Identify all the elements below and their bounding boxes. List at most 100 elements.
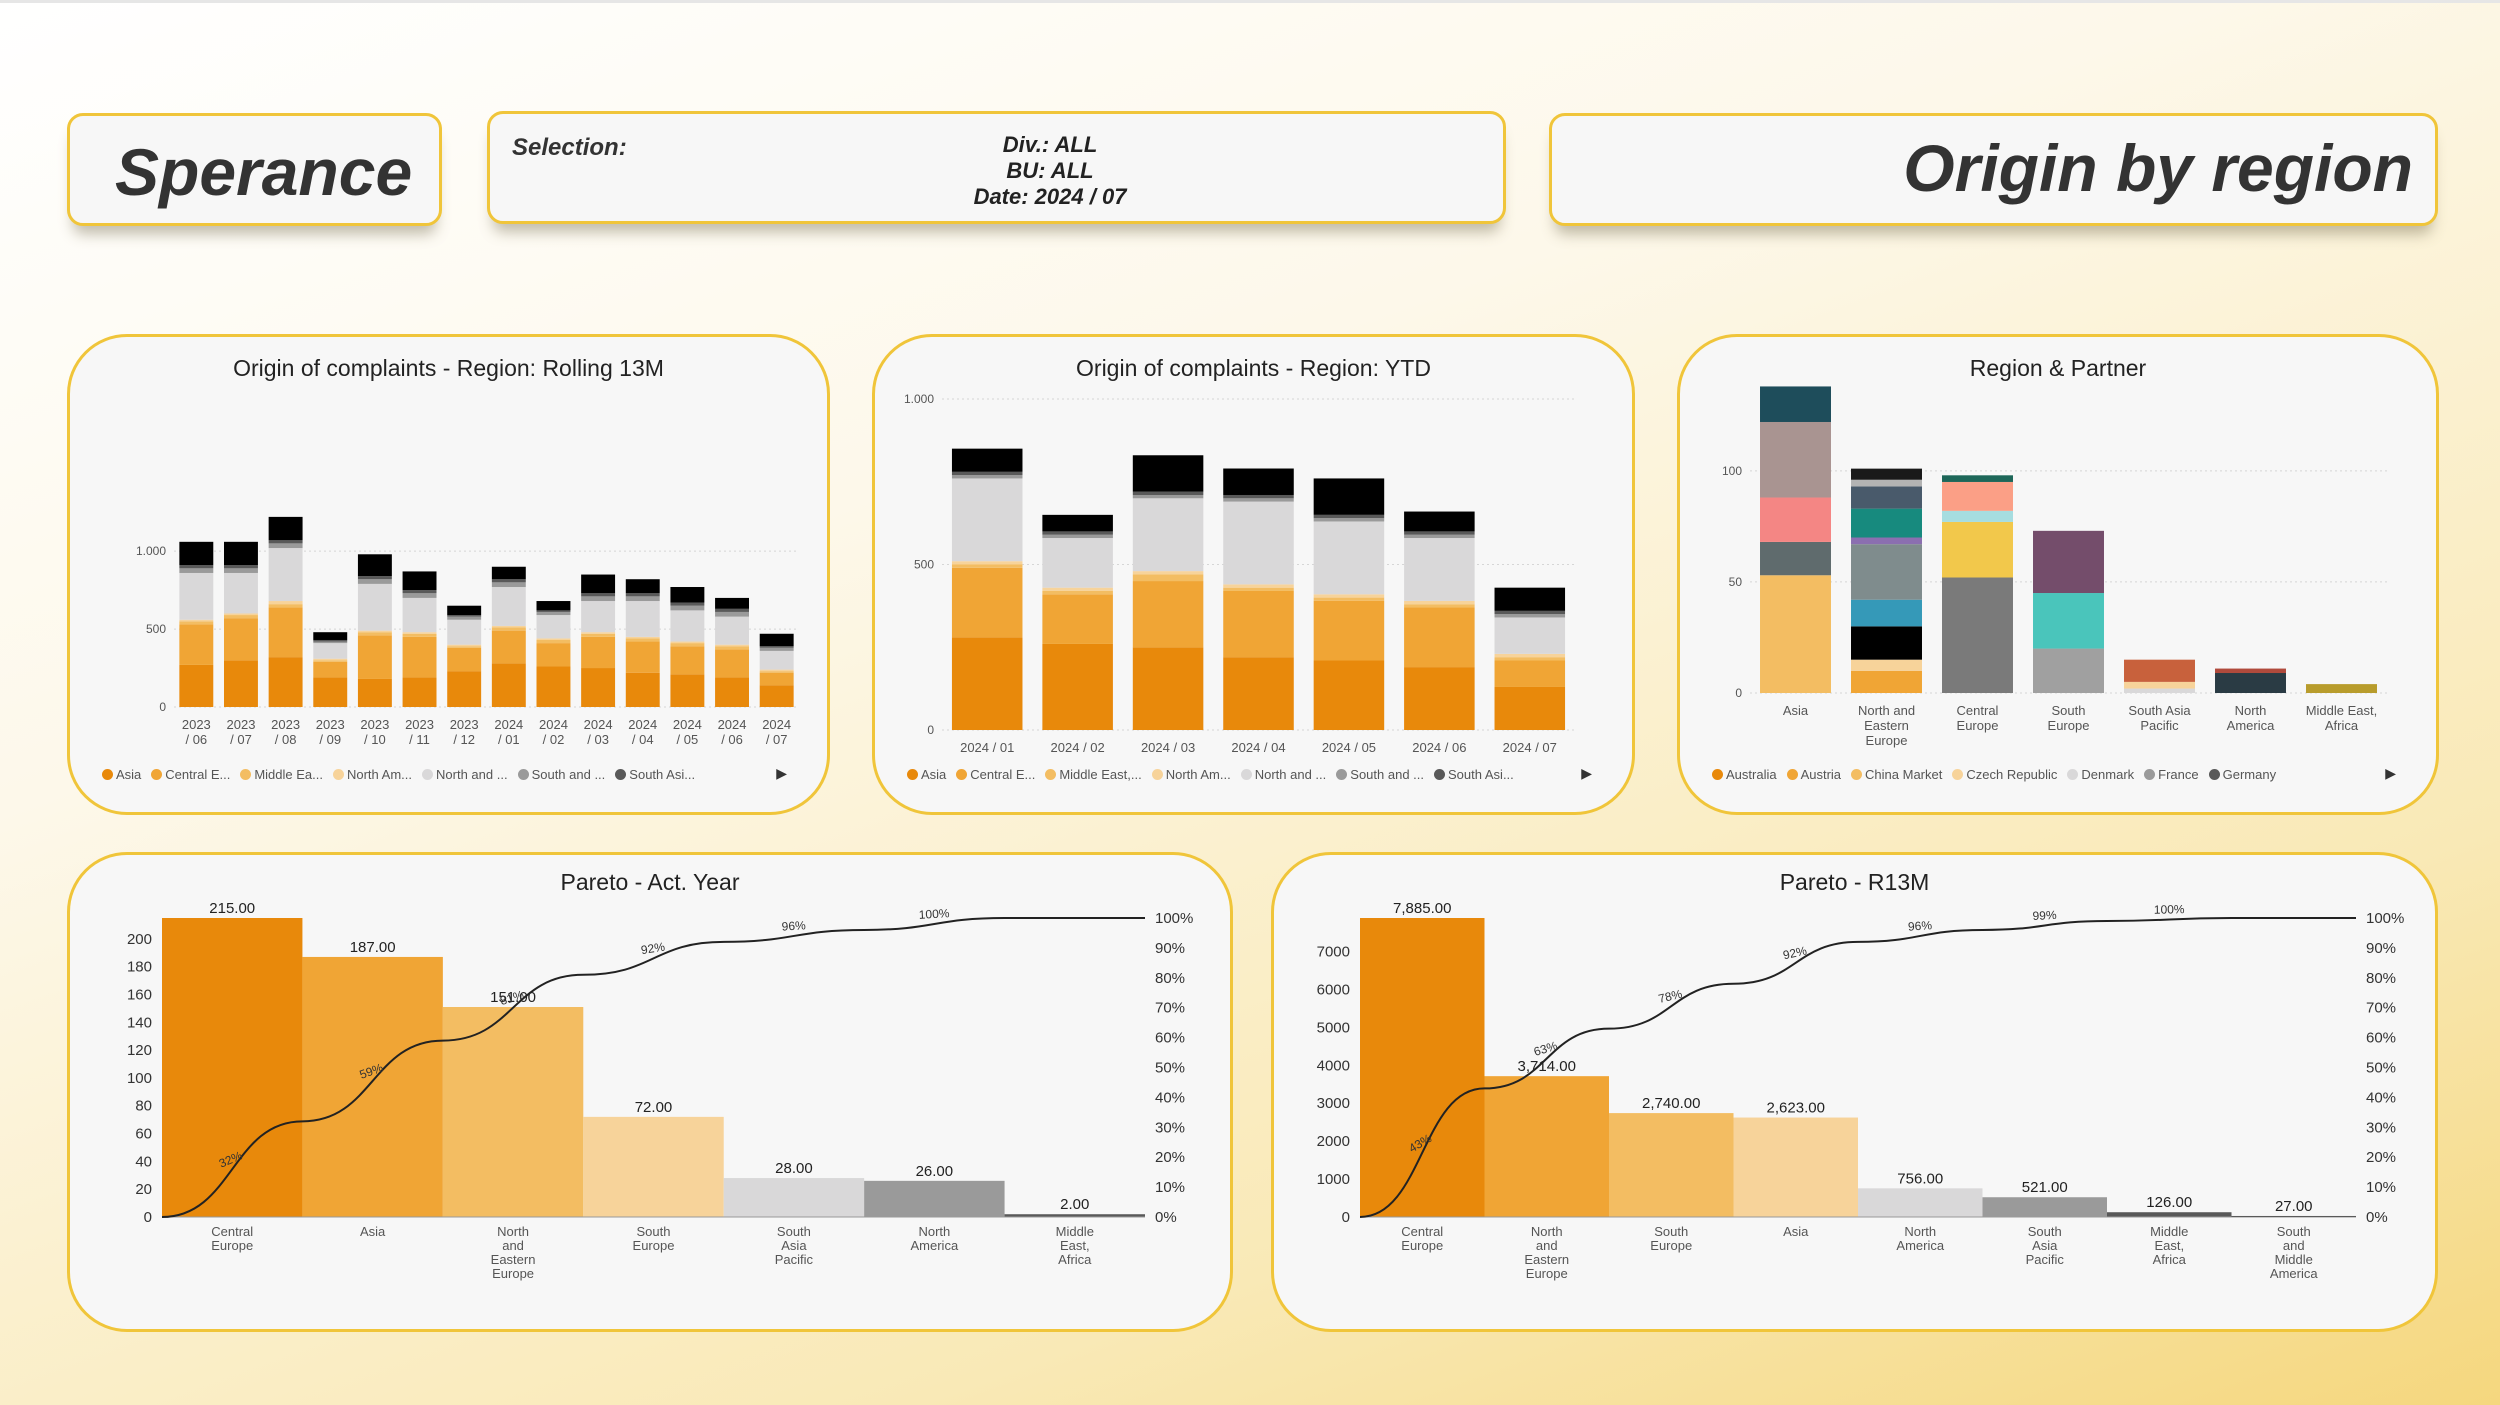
bar-segment[interactable] (1313, 660, 1385, 730)
bar-segment[interactable] (224, 613, 258, 616)
bar-segment[interactable] (759, 669, 794, 672)
bar-segment[interactable] (1313, 518, 1385, 522)
bar-segment[interactable] (1223, 501, 1294, 585)
legend-item[interactable]: North Am... (1151, 767, 1231, 782)
bar-segment[interactable] (670, 587, 705, 603)
bar-segment[interactable] (1760, 386, 1831, 422)
bar-segment[interactable] (1494, 657, 1566, 661)
bar-segment[interactable] (1494, 686, 1566, 730)
bar-segment[interactable] (402, 636, 437, 678)
bar-segment[interactable] (1132, 647, 1204, 730)
bar-segment[interactable] (447, 647, 482, 672)
bar-segment[interactable] (447, 615, 482, 617)
legend-item[interactable]: Germany (2208, 767, 2276, 782)
bar-segment[interactable] (313, 677, 348, 707)
bar-segment[interactable] (536, 611, 571, 616)
bar-segment[interactable] (491, 630, 526, 664)
bar-segment[interactable] (951, 567, 1023, 638)
bar-segment[interactable] (268, 601, 303, 605)
bar-segment[interactable] (447, 646, 482, 648)
bar-segment[interactable] (951, 475, 1023, 479)
bar-segment[interactable] (2124, 688, 2195, 693)
bar-segment[interactable] (1313, 478, 1385, 515)
bar-segment[interactable] (224, 618, 258, 661)
bar-segment[interactable] (670, 643, 705, 647)
legend-item[interactable]: Central E... (956, 767, 1035, 782)
bar[interactable] (2231, 1215, 2357, 1217)
bar-segment[interactable] (1223, 657, 1294, 730)
bar-segment[interactable] (1223, 494, 1294, 499)
bar-segment[interactable] (224, 541, 258, 566)
bar-segment[interactable] (268, 607, 303, 658)
bar-segment[interactable] (1132, 574, 1204, 582)
bar-segment[interactable] (759, 685, 794, 707)
bar-segment[interactable] (402, 633, 437, 637)
bar-segment[interactable] (179, 565, 214, 569)
bar-segment[interactable] (1404, 667, 1475, 730)
legend-item[interactable]: Austria (1786, 767, 1841, 782)
legend-item[interactable]: China Market (1851, 767, 1942, 782)
bar-segment[interactable] (1404, 534, 1475, 539)
bar-segment[interactable] (951, 471, 1023, 476)
bar-segment[interactable] (402, 571, 437, 591)
bar-segment[interactable] (1851, 599, 1922, 627)
chart-pareto-act-year-panel[interactable]: Pareto - Act. Year 0 20 40 60 80 100 120 140 160… (67, 852, 1233, 1332)
bar-segment[interactable] (224, 565, 258, 569)
bar-segment[interactable] (1404, 538, 1475, 601)
chart-region-partner-panel[interactable]: Region & Partner 0 50 100 Asia North and East… (1677, 334, 2439, 815)
legend-scroll-arrow[interactable]: ▶ (1581, 765, 1592, 781)
bar-segment[interactable] (1223, 590, 1294, 658)
bar-segment[interactable] (581, 668, 616, 707)
bar-segment[interactable] (357, 583, 392, 631)
bar-segment[interactable] (1760, 421, 1831, 498)
bar-segment[interactable] (581, 632, 616, 634)
legend-item[interactable]: Asia (907, 767, 946, 782)
legend-item[interactable]: North and ... (422, 767, 508, 782)
bar-segment[interactable] (268, 604, 303, 608)
bar-segment[interactable] (402, 632, 437, 634)
bar-segment[interactable] (1042, 590, 1113, 595)
bar-segment[interactable] (1042, 643, 1113, 730)
bar-segment[interactable] (224, 568, 258, 573)
bar-segment[interactable] (447, 671, 482, 707)
bar-segment[interactable] (715, 616, 749, 645)
bar-segment[interactable] (313, 658, 348, 661)
bar-segment[interactable] (1494, 660, 1566, 687)
bar-segment[interactable] (357, 576, 392, 580)
bar-segment[interactable] (715, 646, 749, 650)
cumulative-line[interactable] (161, 917, 1145, 1218)
bar-segment[interactable] (759, 647, 794, 651)
bar-segment[interactable] (715, 644, 749, 647)
bar-segment[interactable] (313, 632, 348, 640)
bar-segment[interactable] (447, 619, 482, 645)
bar-segment[interactable] (715, 649, 749, 678)
bar-segment[interactable] (536, 610, 571, 612)
bar-segment[interactable] (1313, 600, 1385, 661)
bar-segment[interactable] (759, 672, 794, 686)
bar-segment[interactable] (581, 596, 616, 602)
bar-segment[interactable] (491, 625, 526, 628)
bar-segment[interactable] (2033, 648, 2104, 693)
bar-segment[interactable] (536, 615, 571, 639)
bar-segment[interactable] (357, 632, 392, 636)
bar-segment[interactable] (313, 643, 348, 659)
bar-segment[interactable] (1132, 455, 1204, 492)
chart-ytd-panel[interactable]: Origin of complaints - Region: YTD 0 500 1… (872, 334, 1635, 815)
bar-segment[interactable] (1132, 491, 1204, 495)
bar-segment[interactable] (1760, 541, 1831, 576)
bar-segment[interactable] (536, 666, 571, 707)
bar-segment[interactable] (1942, 510, 2013, 522)
bar-segment[interactable] (759, 646, 794, 648)
bar-segment[interactable] (179, 568, 214, 573)
bar-segment[interactable] (1851, 626, 1922, 660)
bar-segment[interactable] (625, 593, 660, 597)
bar-segment[interactable] (759, 633, 794, 647)
bar[interactable] (583, 1116, 724, 1217)
bar-segment[interactable] (313, 639, 348, 642)
bar-segment[interactable] (357, 635, 392, 679)
bar-segment[interactable] (1942, 481, 2013, 511)
bar-segment[interactable] (447, 644, 482, 647)
bar-segment[interactable] (1132, 494, 1204, 499)
bar-segment[interactable] (1851, 508, 1922, 538)
